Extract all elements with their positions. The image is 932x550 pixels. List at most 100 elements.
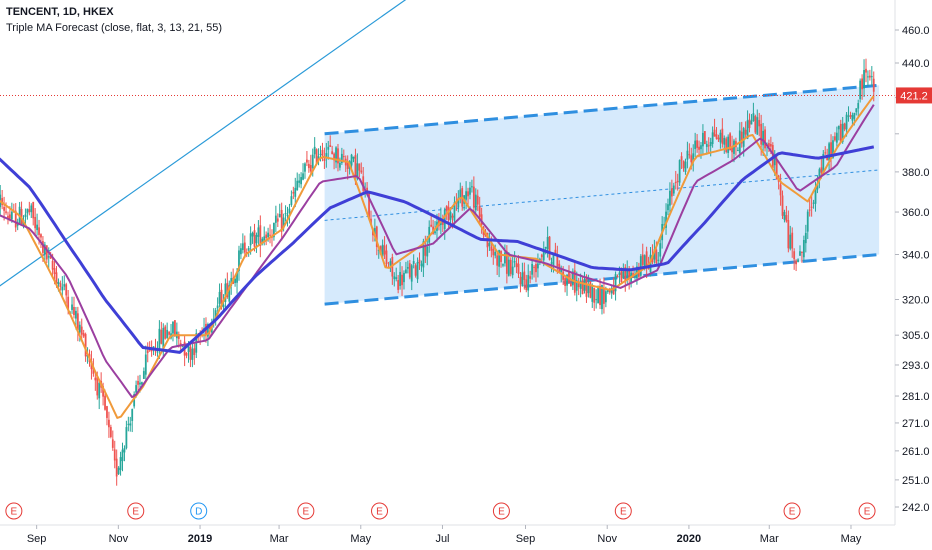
candle — [861, 74, 864, 100]
candle — [335, 146, 337, 169]
candle — [288, 203, 291, 224]
y-tick-label: 293.0 — [902, 360, 930, 372]
price-axis[interactable]: 242.0 251.0 261.0 271.0 281.0 293.0 305.0 320.0… — [894, 0, 932, 550]
candle — [426, 235, 429, 266]
earnings-marker[interactable]: E — [858, 502, 876, 520]
candle — [810, 196, 813, 217]
candle — [511, 256, 514, 279]
earnings-marker[interactable]: E — [297, 502, 315, 520]
candle — [717, 134, 720, 143]
candle — [802, 235, 805, 262]
candle — [162, 323, 165, 358]
svg-text:E: E — [132, 507, 139, 518]
candle — [799, 245, 801, 256]
earnings-marker[interactable]: E — [783, 502, 801, 520]
trend-line-segment[interactable] — [0, 0, 570, 295]
candle — [639, 254, 642, 278]
symbol-title: TENCENT, 1D, HKEX — [6, 6, 114, 18]
candle — [327, 140, 330, 160]
candle — [422, 238, 425, 277]
candle — [65, 282, 68, 306]
candle — [280, 202, 283, 241]
candle — [63, 275, 66, 291]
candle — [389, 258, 392, 273]
candle — [381, 239, 384, 259]
candle — [30, 203, 33, 218]
candle — [127, 416, 130, 432]
x-tick-label: May — [841, 533, 862, 545]
candle — [125, 420, 128, 450]
earnings-marker[interactable]: E — [5, 502, 23, 520]
candle — [476, 189, 479, 211]
candle — [674, 170, 677, 190]
candle — [302, 163, 304, 181]
candle — [509, 257, 512, 277]
candle — [383, 236, 386, 260]
channel-lower-line[interactable] — [324, 252, 880, 306]
candle — [554, 242, 557, 255]
candle — [779, 173, 782, 206]
candle — [158, 320, 161, 360]
candle — [408, 259, 411, 280]
candle — [117, 466, 120, 476]
candle — [601, 284, 603, 315]
time-axis[interactable]: Sep Nov 2019 Mar May Jul Sep Nov 2020 Mar May — [0, 524, 895, 545]
earnings-marker[interactable]: E — [492, 502, 510, 520]
candle — [337, 143, 339, 172]
y-tick-label: 271.0 — [902, 418, 930, 430]
candle — [40, 233, 42, 248]
candle — [459, 182, 462, 204]
candle — [678, 159, 681, 186]
svg-text:E: E — [303, 507, 310, 518]
candle — [692, 144, 695, 172]
trend-line[interactable] — [0, 0, 570, 295]
candle — [265, 231, 268, 246]
candle — [73, 296, 75, 319]
candle — [564, 276, 566, 293]
earnings-marker[interactable]: E — [127, 502, 145, 520]
candle — [750, 114, 753, 125]
candle — [257, 220, 260, 247]
candle — [519, 271, 522, 293]
candle — [418, 252, 421, 270]
candle — [527, 264, 530, 297]
candle — [278, 203, 281, 218]
candle — [300, 172, 302, 189]
candle — [865, 58, 867, 83]
candle — [804, 224, 807, 253]
earnings-marker[interactable]: E — [614, 502, 632, 520]
candle — [251, 231, 254, 244]
dividend-marker[interactable]: D — [190, 502, 208, 520]
candle — [721, 118, 724, 148]
candle — [352, 156, 355, 163]
candle — [273, 222, 275, 241]
candle — [830, 134, 832, 170]
candle — [727, 134, 730, 158]
candle — [696, 134, 699, 153]
candle — [581, 275, 584, 295]
candle — [142, 367, 145, 380]
candle — [346, 155, 349, 180]
candle — [731, 135, 733, 162]
candle — [399, 261, 401, 290]
candle — [736, 147, 739, 152]
candle — [82, 329, 85, 338]
candle — [467, 187, 469, 206]
earnings-marker[interactable]: E — [371, 502, 389, 520]
candle — [420, 260, 423, 272]
channel-upper-line[interactable] — [324, 83, 880, 136]
candle — [109, 424, 112, 439]
candle — [591, 283, 594, 308]
candle — [164, 324, 167, 340]
candle — [313, 137, 316, 159]
candle — [80, 318, 83, 341]
candle — [298, 173, 301, 188]
candle — [119, 451, 122, 476]
candle — [676, 173, 679, 191]
candle — [843, 122, 846, 132]
candle — [667, 198, 669, 216]
last-price-badge: 421.2 — [896, 87, 932, 104]
candle — [783, 209, 786, 223]
candle — [189, 342, 192, 368]
